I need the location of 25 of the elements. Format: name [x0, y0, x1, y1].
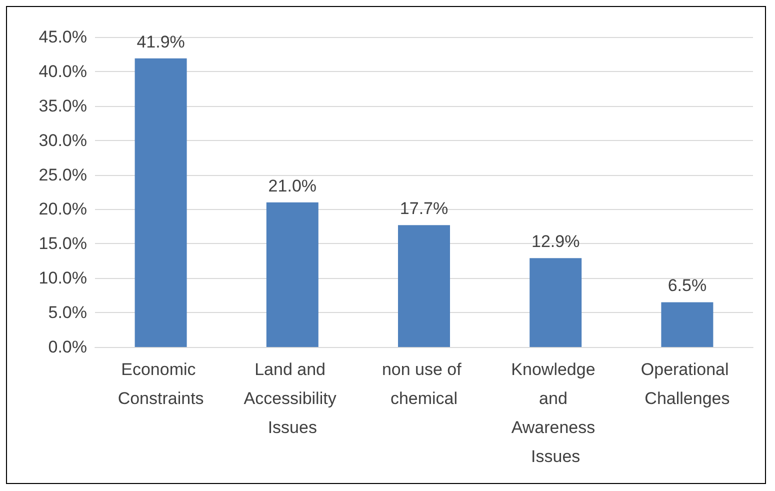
y-tick-label: 20.0%	[38, 200, 87, 219]
x-tick-label: non use of chemical	[382, 360, 466, 408]
y-tick-label: 5.0%	[48, 303, 87, 322]
data-label: 17.7%	[400, 199, 448, 218]
data-label: 12.9%	[532, 232, 580, 252]
data-label: 6.5%	[668, 276, 707, 296]
bar	[398, 225, 450, 347]
y-tick-label: 40.0%	[38, 62, 87, 81]
data-label: 21.0%	[268, 176, 316, 196]
y-tick-label: 35.0%	[38, 96, 87, 116]
y-tick-label: 10.0%	[38, 268, 87, 288]
bar	[134, 58, 187, 347]
data-label: 41.9%	[136, 32, 185, 52]
bar	[530, 258, 582, 347]
x-tick-label: Economic Constraints	[118, 360, 204, 408]
y-tick-label: 15.0%	[38, 234, 87, 254]
x-tick-label: Knowledge and Awareness Issues	[511, 360, 600, 466]
bar	[661, 302, 714, 347]
y-tick-label: 45.0%	[38, 28, 87, 46]
x-tick-label: Land and Accessibility Issues	[244, 360, 342, 437]
bar	[266, 202, 318, 347]
y-tick-label: 0.0%	[48, 338, 87, 356]
y-tick-label: 30.0%	[38, 130, 87, 150]
x-tick-label: Operational Challenges	[640, 360, 734, 408]
y-tick-label: 25.0%	[38, 165, 87, 184]
